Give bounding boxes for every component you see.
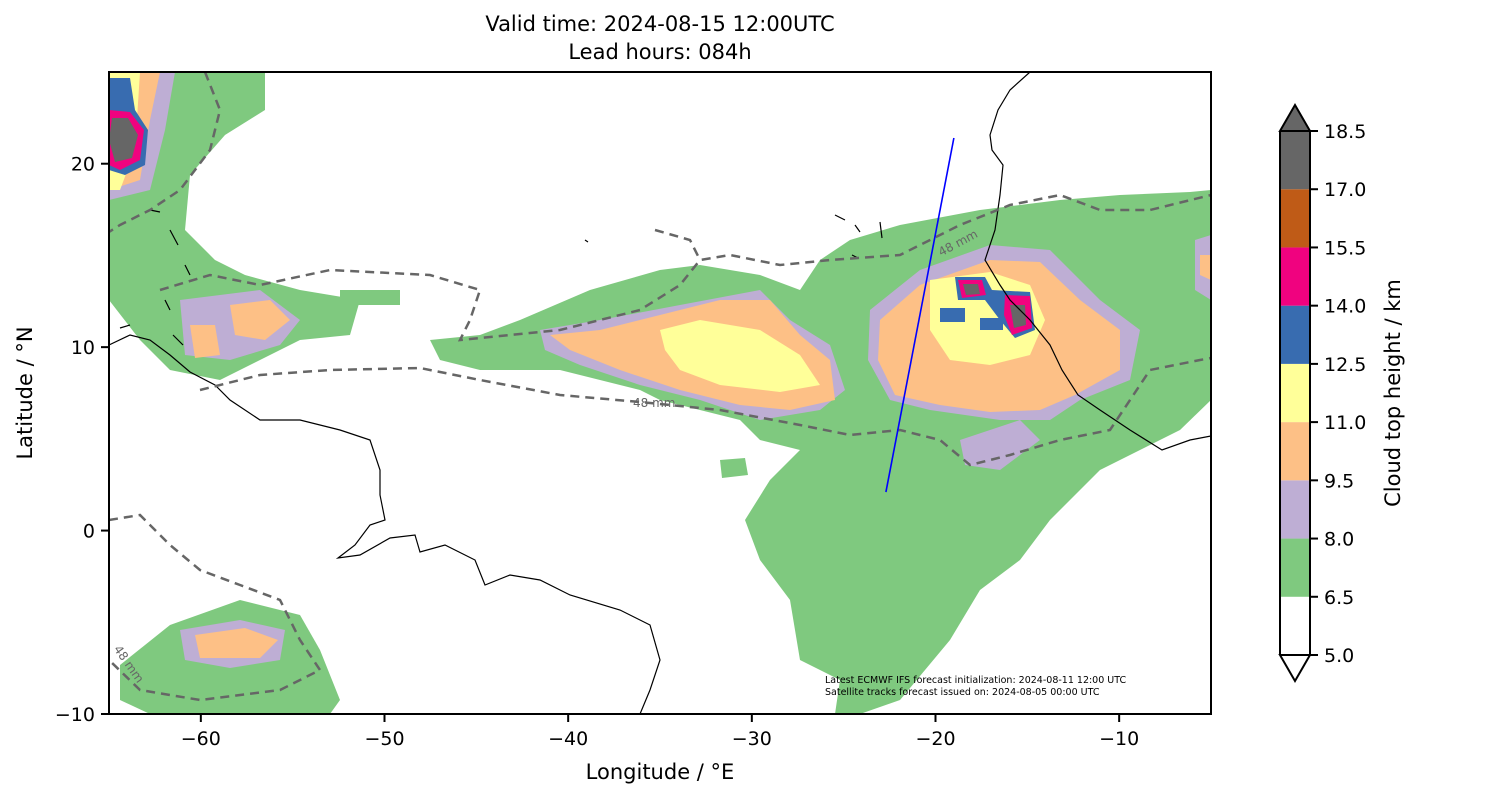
coastline-africa xyxy=(984,72,1211,451)
annotation-satellite-tracks: Satellite tracks forecast issued on: 202… xyxy=(825,687,1100,698)
title-lead-hours: Lead hours: 084h xyxy=(568,40,752,64)
plot-frame xyxy=(108,71,1212,715)
colorbar-segment xyxy=(1280,480,1310,539)
cloud-field-gray xyxy=(109,118,1026,328)
colorbar-segment xyxy=(1280,363,1310,423)
colorbar-segment xyxy=(1280,596,1310,655)
colorbar-tick-label: 11.0 xyxy=(1324,412,1366,434)
cloud-field-orange xyxy=(109,72,1211,658)
colorbar-tick-label: 6.5 xyxy=(1324,587,1354,609)
x-tick-label: −10 xyxy=(1099,728,1139,750)
colorbar-label: Cloud top height / km xyxy=(1381,279,1405,507)
x-tick-label: −30 xyxy=(732,728,772,750)
colorbar-tick-label: 17.0 xyxy=(1324,179,1366,201)
contour-label-2: 48 mm xyxy=(633,396,675,410)
coastlines xyxy=(109,72,1211,714)
x-tick-label: −20 xyxy=(915,728,955,750)
colorbar-extend-min xyxy=(1278,654,1312,684)
colorbar-segment xyxy=(1280,422,1310,481)
x-tick-label: −40 xyxy=(548,728,588,750)
coastline-south-america xyxy=(109,334,661,714)
y-tick-label: 20 xyxy=(71,154,95,176)
colorbar-tick-label: 5.0 xyxy=(1324,645,1354,667)
colorbar: 5.0 6.5 8.0 9.5 11.0 12.5 14.0 15.5 17.0 18.5 xyxy=(1278,102,1366,684)
colorbar-segment xyxy=(1280,131,1310,190)
colorbar-segment xyxy=(1280,247,1310,306)
x-tick-label: −60 xyxy=(181,728,221,750)
y-tick-label: −10 xyxy=(55,704,95,726)
y-axis: −10 0 10 20 xyxy=(55,154,109,726)
y-axis-label: Latitude / °N xyxy=(13,326,37,459)
colorbar-tick-label: 12.5 xyxy=(1324,354,1366,376)
annotation-forecast-init: Latest ECMWF IFS forecast initialization… xyxy=(825,675,1126,686)
colorbar-segment xyxy=(1280,189,1310,248)
satellite-track-line xyxy=(885,137,955,493)
colorbar-extend-max xyxy=(1278,102,1312,132)
colorbar-tick-label: 18.5 xyxy=(1324,121,1366,143)
coastline-islands xyxy=(119,209,883,346)
precip-contour-48mm xyxy=(109,72,1211,702)
y-tick-label: 10 xyxy=(71,337,95,359)
x-axis: −60 −50 −40 −30 −20 −10 xyxy=(181,714,1139,750)
colorbar-tick-label: 14.0 xyxy=(1324,296,1366,318)
colorbar-segment xyxy=(1280,538,1310,597)
y-tick-label: 0 xyxy=(83,521,95,543)
colorbar-tick-label: 9.5 xyxy=(1324,470,1354,492)
colorbar-tick-label: 8.0 xyxy=(1324,529,1354,551)
map-area: 48 mm 48 mm 48 mm Latest ECMWF IFS forec… xyxy=(109,72,1211,714)
x-axis-label: Longitude / °E xyxy=(586,760,735,784)
colorbar-segment xyxy=(1280,305,1310,364)
title-valid-time: Valid time: 2024-08-15 12:00UTC xyxy=(485,12,835,36)
colorbar-tick-label: 15.5 xyxy=(1324,237,1366,259)
x-tick-label: −50 xyxy=(364,728,404,750)
